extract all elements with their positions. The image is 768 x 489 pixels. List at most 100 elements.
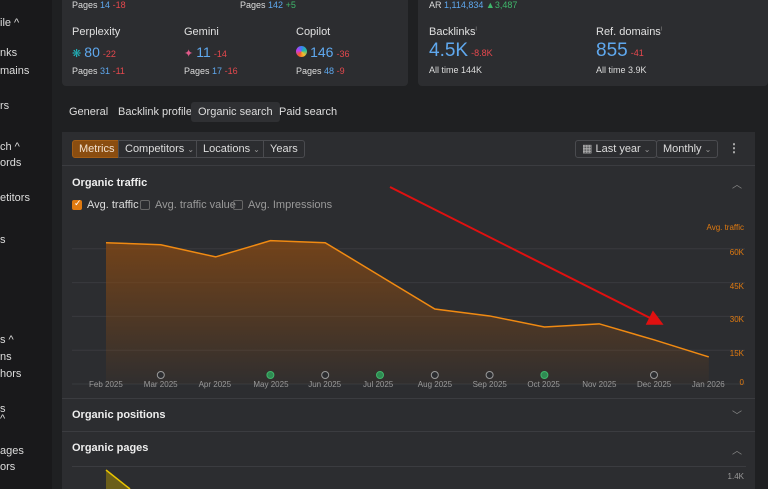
- sidebar-item[interactable]: hors: [0, 368, 22, 380]
- sidebar-item[interactable]: s ^: [0, 334, 14, 346]
- engine-name: Copilot: [296, 26, 331, 38]
- data-point[interactable]: [432, 306, 438, 312]
- x-tick: Mar 2025: [143, 380, 178, 389]
- sidebar-item[interactable]: ors: [0, 461, 16, 473]
- backlinks-value[interactable]: 4.5K -8.8K: [429, 40, 493, 61]
- data-point[interactable]: [487, 313, 493, 319]
- collapse-icon[interactable]: ︿: [732, 446, 742, 457]
- chevron-down-icon: ⌄: [253, 145, 260, 154]
- update-marker-icon[interactable]: [376, 371, 384, 379]
- data-point[interactable]: [322, 240, 328, 246]
- collapse-icon[interactable]: ︿: [732, 180, 742, 191]
- engine-value[interactable]: ❋ 80 -22: [72, 44, 116, 60]
- refdomains-alltime: All time 3.9K: [596, 65, 647, 75]
- sidebar-item[interactable]: ords: [0, 157, 22, 169]
- engine-pages: Pages 31 -11: [72, 66, 125, 76]
- tab-backlink-profile[interactable]: Backlink profile: [118, 106, 192, 118]
- y-tick: 45K: [729, 281, 744, 291]
- sidebar-item[interactable]: s: [0, 403, 6, 415]
- x-tick: Apr 2025: [198, 380, 232, 389]
- organic-traffic-title: Organic traffic: [72, 177, 148, 189]
- x-tick: Nov 2025: [582, 380, 617, 389]
- data-point[interactable]: [103, 240, 109, 246]
- avg-impressions-label: Avg. Impressions: [248, 199, 333, 211]
- y-tick: 30K: [729, 315, 744, 325]
- google-update-icon[interactable]: [321, 371, 330, 379]
- sidebar-item[interactable]: ile ^: [0, 17, 20, 29]
- organic-pages-chart: [105, 469, 131, 489]
- x-tick: Jan 2026: [691, 380, 725, 389]
- y-tick: 15K: [729, 349, 744, 359]
- engine-pages: Pages 48 -9: [296, 66, 345, 76]
- sidebar-item[interactable]: mains: [0, 65, 30, 77]
- google-update-icon[interactable]: [156, 371, 165, 379]
- pages-y-tick: 1.4K: [727, 472, 744, 481]
- update-marker-icon[interactable]: [540, 371, 549, 379]
- google-update-icon[interactable]: [430, 371, 439, 379]
- x-tick: May 2025: [253, 380, 289, 389]
- calendar-icon: ▦: [582, 143, 593, 155]
- avg-traffic-value-checkbox[interactable]: [140, 200, 150, 210]
- google-update-icon[interactable]: [485, 371, 494, 379]
- interval-dropdown[interactable]: Monthly ⌄: [656, 140, 719, 158]
- google-update-icon[interactable]: [650, 371, 658, 379]
- y-axis-label: Avg. traffic: [706, 223, 745, 232]
- x-tick: Sep 2025: [472, 380, 507, 389]
- perplexity-icon: ❋: [72, 48, 82, 60]
- data-point[interactable]: [213, 254, 219, 260]
- organic-pages-title[interactable]: Organic pages: [72, 442, 149, 454]
- avg-traffic-checkbox[interactable]: ✓: [72, 198, 82, 210]
- refdomains-label: Ref. domainsi: [596, 26, 663, 38]
- update-marker-icon[interactable]: [266, 371, 275, 379]
- backlinks-card: [418, 0, 768, 86]
- engine-name: Perplexity: [72, 26, 121, 38]
- data-point[interactable]: [158, 242, 164, 248]
- chevron-down-icon: ⌄: [704, 145, 712, 154]
- sidebar-item[interactable]: s: [0, 234, 6, 246]
- engine-name: Gemini: [184, 26, 219, 38]
- traffic-line: [105, 239, 710, 358]
- data-point[interactable]: [541, 324, 547, 330]
- chevron-down-icon: ⌄: [643, 145, 651, 154]
- expand-icon[interactable]: ﹀: [732, 411, 742, 422]
- ar-metric: AR 1,114,834 ▲3,487: [429, 0, 518, 10]
- competitors-dropdown[interactable]: Competitors ⌄: [118, 140, 202, 158]
- sidebar-item[interactable]: rs: [0, 100, 10, 112]
- avg-traffic-label: Avg. traffic: [87, 199, 139, 211]
- years-button[interactable]: Years: [263, 140, 305, 158]
- tab-paid-search[interactable]: Paid search: [279, 106, 338, 118]
- period-dropdown[interactable]: ▦ Last year ⌄: [575, 140, 658, 158]
- locations-dropdown[interactable]: Locations ⌄: [196, 140, 267, 158]
- sidebar-item[interactable]: ^: [0, 413, 6, 425]
- engine-value[interactable]: ✦ 11 -14: [184, 44, 227, 60]
- annotation-arrow: [389, 186, 664, 325]
- refdomains-value[interactable]: 855 -41: [596, 40, 644, 61]
- sidebar-item[interactable]: ns: [0, 351, 12, 363]
- avg-impressions-checkbox[interactable]: [233, 200, 243, 210]
- tab-organic-search[interactable]: Organic search: [191, 102, 280, 122]
- x-tick: Jun 2025: [308, 380, 342, 389]
- sidebar-item[interactable]: etitors: [0, 192, 30, 204]
- sidebar-item[interactable]: nks: [0, 47, 18, 59]
- sidebar-item[interactable]: ch ^: [0, 141, 20, 153]
- data-point[interactable]: [267, 238, 273, 244]
- data-point[interactable]: [377, 273, 383, 279]
- sidebar: ile ^ nks mains rs ch ^ ords etitors s s ^ ns hors…: [0, 0, 52, 489]
- data-point[interactable]: [706, 354, 712, 360]
- avg-traffic-value-label: Avg. traffic value: [155, 199, 236, 211]
- data-point[interactable]: [596, 321, 602, 327]
- sidebar-item[interactable]: ages: [0, 445, 24, 457]
- backlinks-label: Backlinksi: [429, 26, 477, 38]
- engine-value[interactable]: 146 -36: [296, 44, 350, 60]
- data-point[interactable]: [651, 337, 657, 343]
- ai-visibility-card: [62, 0, 408, 86]
- row0-pages-1: Pages 14 -18: [72, 0, 126, 10]
- x-tick: Feb 2025: [89, 380, 123, 389]
- tab-general[interactable]: General: [69, 106, 109, 118]
- organic-positions-title[interactable]: Organic positions: [72, 409, 166, 421]
- x-tick: Jul 2025: [363, 380, 394, 389]
- more-options-icon[interactable]: ⋮: [728, 141, 740, 155]
- traffic-area: [106, 240, 709, 384]
- x-tick: Dec 2025: [637, 380, 672, 389]
